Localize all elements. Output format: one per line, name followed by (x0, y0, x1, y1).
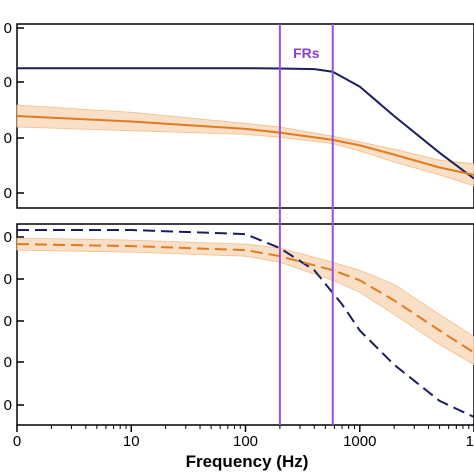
x-tick-label: 10 (123, 433, 140, 450)
fr-annotation-label: FRs (293, 45, 320, 61)
bottom-series-1-ci-band (16, 237, 474, 366)
top-series-1-ci-band (16, 104, 474, 187)
top-y-tick-label: 0 (4, 20, 12, 37)
bottom-y-tick-label: 0 (4, 354, 12, 371)
x-axis: 0 10 100 1000 10 (13, 425, 474, 450)
x-tick-label: 0 (13, 433, 21, 450)
x-axis-title: Frequency (Hz) (186, 452, 309, 471)
top-series-0-line (17, 67, 474, 180)
bottom-y-tick-label: 0 (4, 229, 12, 246)
bottom-panel: 0 0 0 0 0 (4, 223, 474, 426)
bottom-series-1-line (16, 243, 474, 354)
bottom-y-tick-label: 0 (4, 313, 12, 330)
top-y-tick-label: 0 (4, 185, 12, 202)
x-tick-label: 1000 (343, 433, 376, 450)
top-y-tick-label: 0 (4, 130, 12, 147)
top-y-tick-label: 0 (4, 74, 12, 91)
bottom-y-tick-label: 0 (4, 271, 12, 288)
fr-band-lines (278, 24, 334, 425)
bottom-y-tick-label: 0 (4, 397, 12, 414)
x-tick-label: 100 (233, 433, 258, 450)
x-tick-label: 10 (466, 433, 474, 450)
bottom-series-0-line (17, 229, 474, 418)
top-panel: 0 0 0 0 (4, 20, 474, 209)
